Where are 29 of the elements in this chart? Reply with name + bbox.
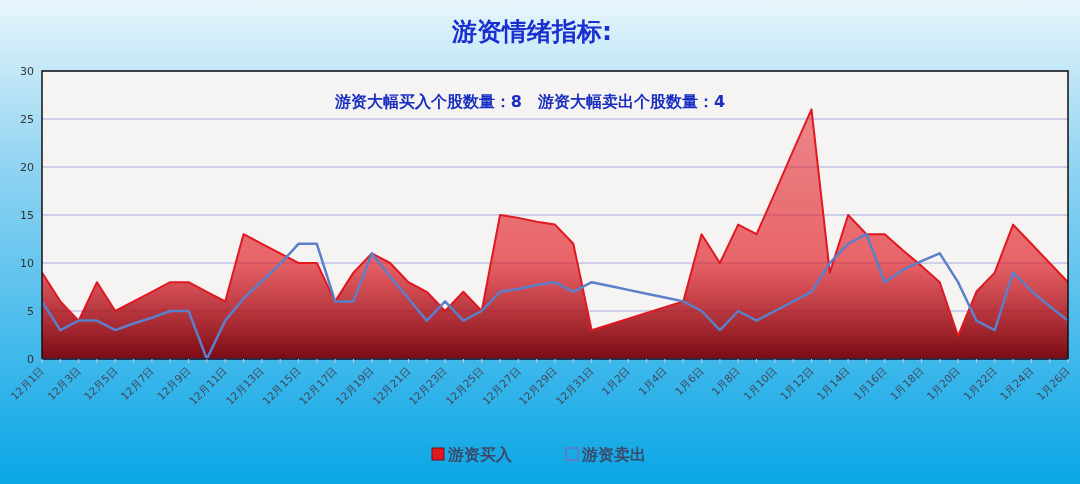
chart-title: 游资情绪指标: [451, 17, 612, 46]
x-tick-label: 1月24日 [997, 363, 1036, 403]
x-tick-label: 1月18日 [887, 363, 926, 403]
annotation: 游资大幅买入个股数量：8 [333, 92, 522, 111]
x-tick-label: 12月7日 [118, 363, 157, 403]
x-tick-label: 1月10日 [741, 363, 780, 403]
x-tick-label: 1月20日 [924, 363, 963, 403]
x-tick-label: 12月5日 [81, 363, 120, 403]
x-tick-label: 1月8日 [709, 363, 743, 398]
y-tick-label: 5 [27, 305, 34, 318]
annotation: 游资大幅卖出个股数量：4 [537, 92, 726, 111]
x-tick-label: 12月3日 [44, 363, 84, 403]
legend-label: 游资卖出 [581, 445, 646, 464]
x-tick-label: 1月12日 [777, 363, 816, 403]
x-tick-label: 1月6日 [672, 363, 706, 398]
y-tick-label: 15 [20, 209, 34, 222]
y-tick-label: 0 [27, 353, 34, 366]
x-tick-label: 1月26日 [1034, 363, 1073, 403]
legend-label: 游资买入 [447, 445, 513, 464]
x-tick-label: 1月16日 [850, 363, 890, 403]
x-tick-label: 12月1日 [8, 363, 47, 403]
x-tick-label: 1月14日 [814, 363, 853, 403]
y-tick-label: 25 [20, 113, 34, 126]
y-tick-label: 30 [20, 65, 34, 78]
x-tick-label: 1月22日 [960, 363, 1000, 403]
x-tick-label: 1月2日 [599, 363, 633, 398]
x-tick-label: 1月4日 [635, 363, 670, 398]
y-tick-label: 20 [20, 161, 34, 174]
y-tick-label: 10 [20, 257, 34, 270]
